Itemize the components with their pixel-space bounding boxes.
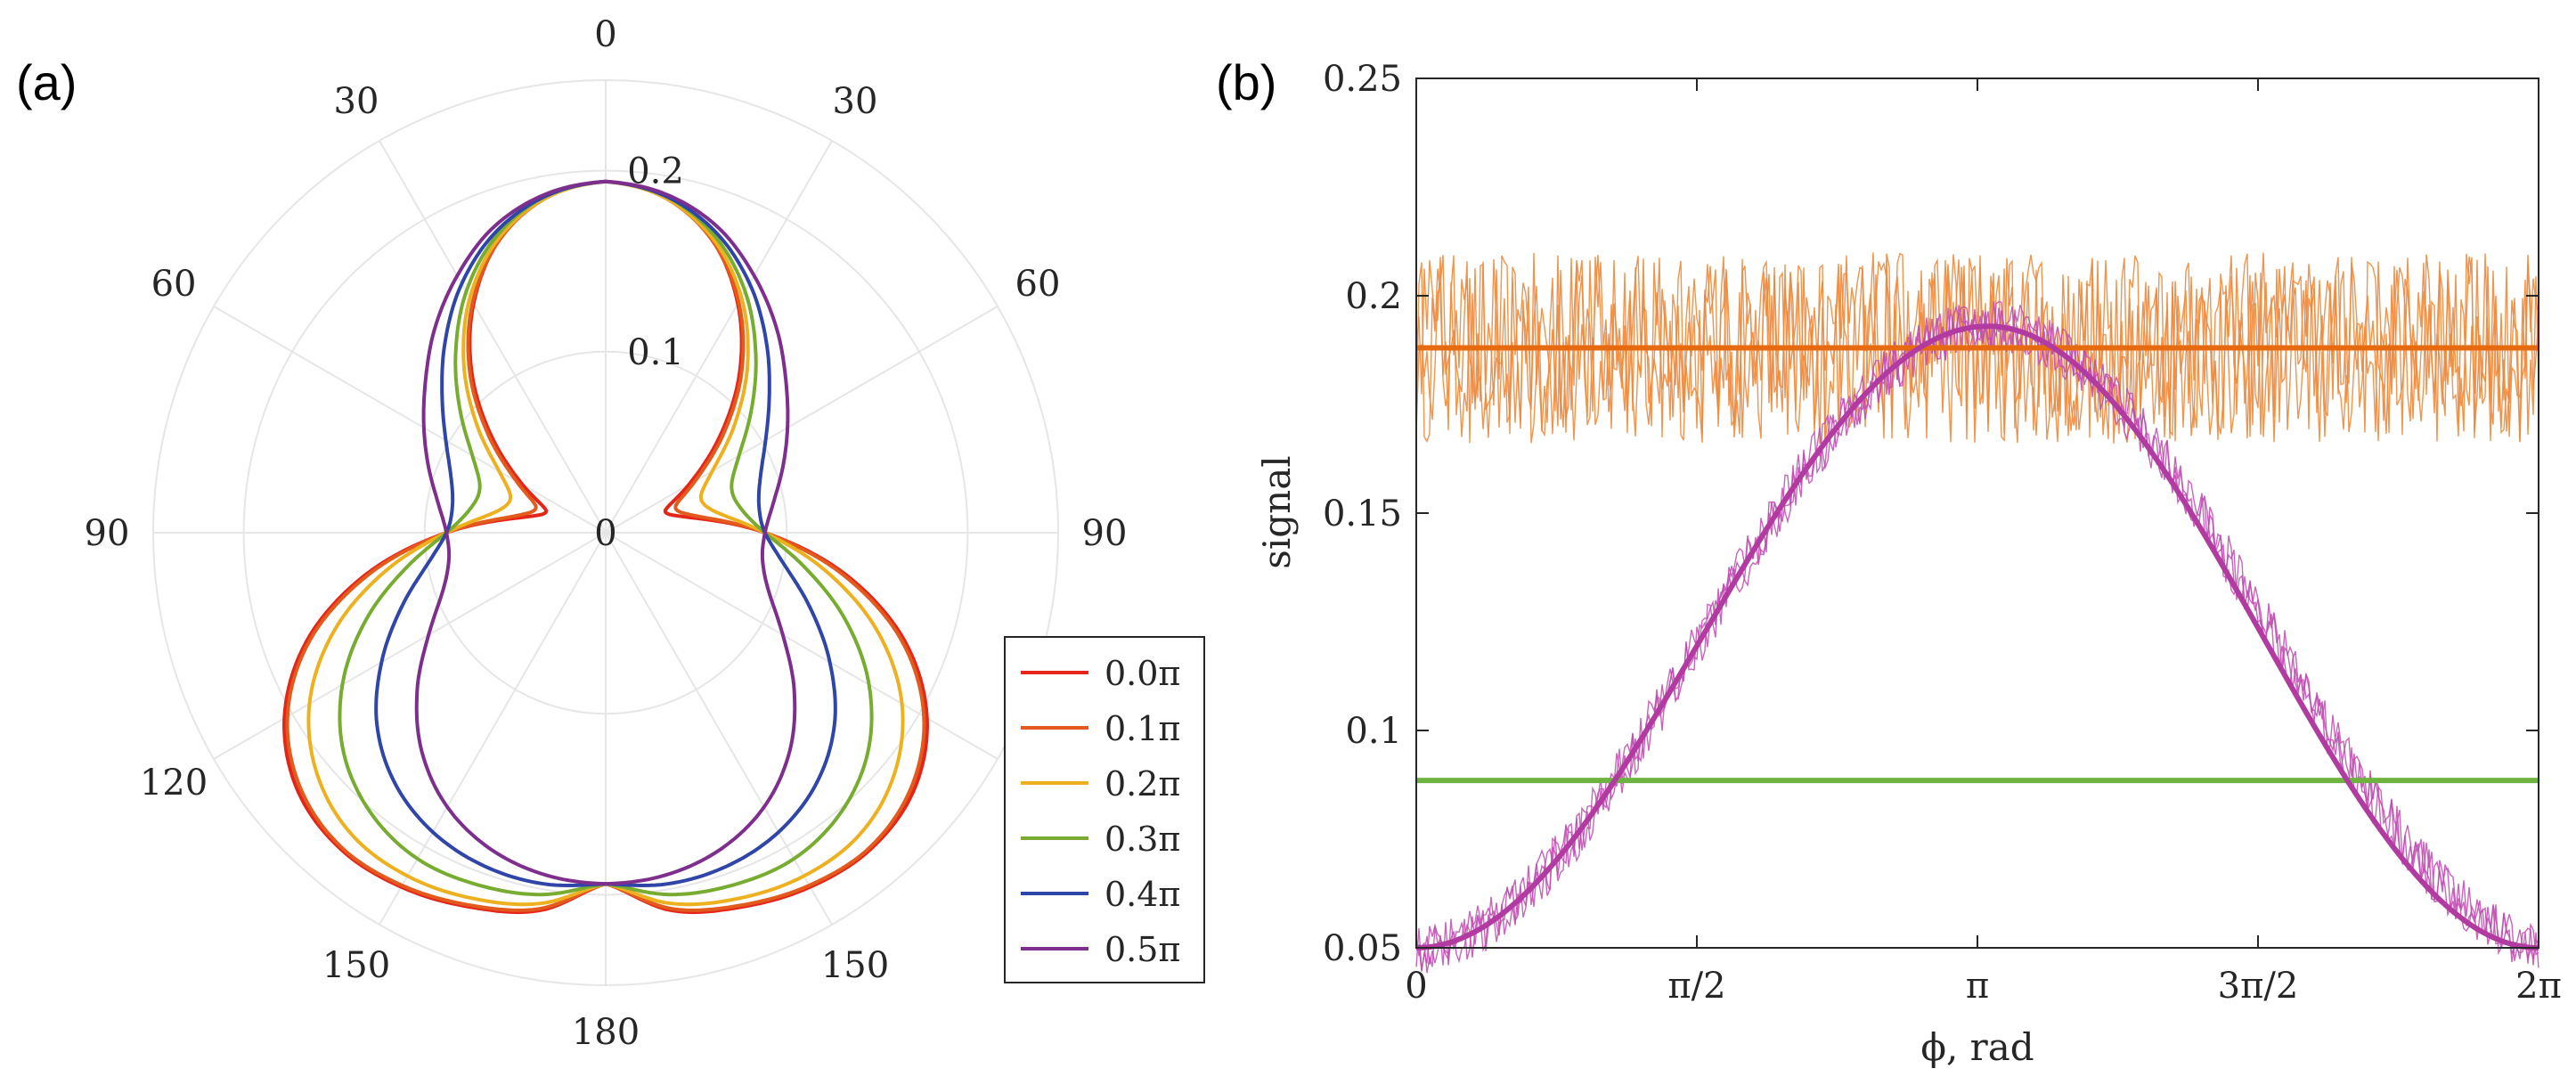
noise-trace-purple: [1415, 300, 2539, 974]
r-tick-label: 0.1: [627, 332, 684, 373]
legend-entry: 0.0π: [1105, 654, 1180, 693]
noise-trace-purple: [1415, 301, 2539, 972]
x-tick-label: 3π/2: [2218, 966, 2299, 1007]
theta-tick-label: 120: [140, 763, 208, 804]
legend-entry: 0.1π: [1105, 709, 1180, 748]
legend-entry: 0.5π: [1105, 930, 1180, 969]
theta-tick-label: 150: [322, 945, 390, 986]
r-tick-label: 0: [594, 513, 616, 554]
legend-entry: 0.4π: [1105, 875, 1180, 914]
theta-tick-label: 30: [334, 81, 379, 122]
y-tick-label: 0.2: [1345, 276, 1402, 317]
cartesian-plot: 0 π/2 π 3π/2 2π 0.05 0.1 0.15 0.2 0.25 ϕ, rad sig…: [1255, 59, 2562, 1069]
cartesian-series: [1415, 252, 2539, 974]
polar-grid-spoke: [379, 140, 607, 534]
r-tick-label: 0.2: [627, 151, 684, 192]
y-tick-label: 0.25: [1323, 59, 1402, 100]
theta-tick-label: 90: [1082, 513, 1128, 554]
polar-grid-spoke: [605, 140, 833, 534]
polar-grid-spoke: [213, 306, 607, 534]
polar-curves: [281, 179, 930, 915]
panel-b-label: (b): [1216, 54, 1276, 110]
legend-entry: 0.3π: [1105, 820, 1180, 859]
polar-series-5: [414, 179, 797, 886]
theta-tick-label: 90: [85, 513, 130, 554]
cartesian-ticks: 0 π/2 π 3π/2 2π 0.05 0.1 0.15 0.2 0.25: [1323, 59, 2562, 1007]
legend-box: [1004, 636, 1205, 983]
polar-grid-spoke: [605, 532, 833, 926]
polar-tick-labels: 030609012015018015012090603000.10.2: [85, 14, 1128, 1053]
x-tick-label: 0: [1405, 966, 1427, 1007]
theta-tick-label: 60: [1015, 264, 1061, 305]
theta-tick-label: 150: [821, 945, 889, 986]
polar-plot: 030609012015018015012090603000.10.2: [85, 14, 1128, 1053]
legend: 0.0π 0.1π 0.2π 0.3π 0.4π 0.5π: [1004, 636, 1205, 983]
panel-a-label: (a): [16, 54, 77, 110]
theta-tick-label: 180: [572, 1012, 640, 1053]
noise-trace-purple: [1415, 306, 2539, 970]
x-axis-label: ϕ, rad: [1920, 1025, 2034, 1069]
y-axis-label: signal: [1255, 455, 1299, 568]
y-tick-label: 0.1: [1345, 711, 1402, 752]
polar-grid-spoke: [605, 532, 999, 760]
x-tick-label: 2π: [2515, 966, 2562, 1007]
polar-grid: [152, 79, 1059, 986]
legend-entry: 0.2π: [1105, 764, 1180, 804]
polar-grid-spoke: [379, 532, 607, 926]
fit-curve-purple: [1415, 323, 2539, 950]
theta-tick-label: 30: [833, 81, 878, 122]
noise-trace-orange: [1415, 252, 2539, 444]
y-tick-label: 0.15: [1323, 494, 1402, 534]
x-tick-label: π: [1966, 966, 1989, 1007]
theta-tick-label: 60: [151, 264, 197, 305]
polar-grid-spoke: [213, 532, 607, 760]
y-tick-label: 0.05: [1323, 928, 1402, 969]
polar-grid-spoke: [605, 306, 999, 534]
theta-tick-label: 0: [594, 14, 616, 55]
x-tick-label: π/2: [1667, 966, 1725, 1007]
